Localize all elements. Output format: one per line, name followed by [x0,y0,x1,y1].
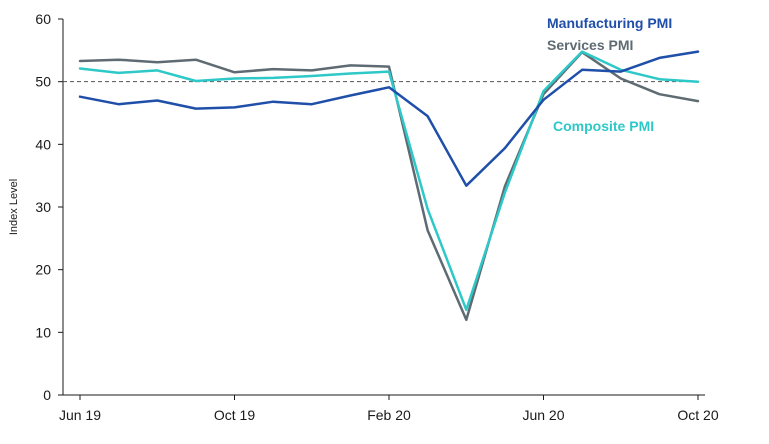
x-tick-label: Jun 20 [522,407,564,423]
manufacturing-pmi-label: Manufacturing PMI [547,15,672,31]
y-tick-label: 0 [43,387,51,403]
labels-layer: Manufacturing PMI Services PMI Composite P… [547,15,672,134]
y-tick-label: 20 [35,262,51,278]
series-layer [78,50,700,322]
y-tick-label: 60 [35,11,51,27]
y-axis-title: Index Level [8,179,20,235]
services-pmi-line [78,50,700,322]
composite-pmi-label: Composite PMI [553,118,654,134]
y-tick-label: 40 [35,136,51,152]
y-tick-label: 50 [35,74,51,90]
x-tick-label: Feb 20 [367,407,411,423]
x-tick-label: Oct 19 [214,407,255,423]
services-pmi-label: Services PMI [547,37,633,53]
axes: 0 10 20 30 40 50 60 Jun 19 Oct 19 Feb 20 Jun 20 Oct… [8,11,719,423]
y-tick-label: 30 [35,199,51,215]
manufacturing-pmi-line [78,50,700,187]
x-tick-label: Oct 20 [677,407,718,423]
composite-pmi-line [78,50,700,312]
x-tick-label: Jun 19 [59,407,101,423]
y-tick-label: 10 [35,324,51,340]
